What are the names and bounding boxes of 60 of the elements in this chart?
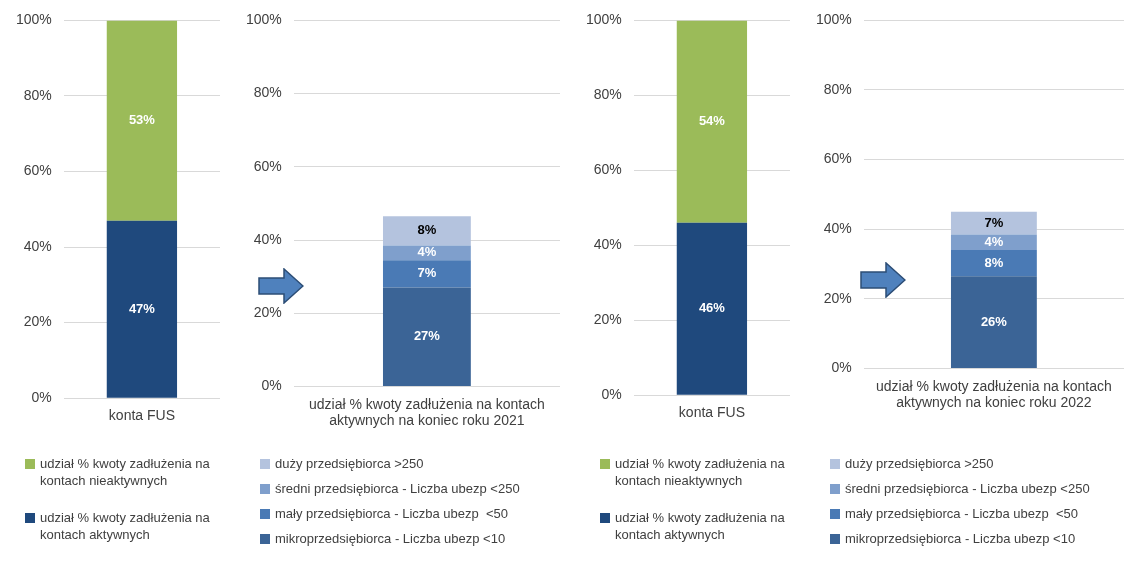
legend-label: duży przedsiębiorca >250 — [845, 455, 994, 472]
legend-label: mikroprzedsiębiorca - Liczba ubezp <10 — [275, 530, 506, 547]
y-tick-label: 80% — [23, 86, 52, 103]
data-label: 54% — [698, 113, 726, 129]
legend-label: udział % kwoty zadłużenia na kontach nieaktywnych — [615, 455, 786, 489]
x-tick-label: konta FUS — [108, 407, 175, 424]
y-tick-label: 60% — [23, 162, 52, 179]
data-label: 8% — [984, 254, 1004, 270]
y-tick-label: 20% — [253, 304, 282, 321]
data-label: 8% — [417, 222, 437, 238]
y-tick-label: 40% — [823, 220, 852, 237]
data-label: 4% — [984, 233, 1004, 249]
y-tick-label: 80% — [253, 84, 282, 101]
y-tick-label: 40% — [593, 236, 622, 253]
y-tick-label: 0% — [261, 377, 282, 394]
y-tick-label: 0% — [31, 389, 52, 406]
data-label: 7% — [984, 214, 1004, 230]
legend-label: duży przedsiębiorca >250 — [275, 455, 424, 472]
x-tick-label: konta FUS — [678, 404, 745, 421]
y-tick-label: 20% — [23, 313, 52, 330]
data-label: 53% — [128, 112, 156, 128]
legend-label: średni przedsiębiorca - Liczba ubezp <250 — [845, 480, 1090, 497]
bar — [382, 216, 471, 246]
y-tick-label: 20% — [593, 311, 622, 328]
bar — [382, 260, 471, 288]
data-label: 4% — [417, 244, 437, 260]
bar — [950, 234, 1037, 251]
legend-label: udział % kwoty zadłużenia na kontach aktywnych — [615, 509, 786, 543]
bar — [382, 245, 471, 261]
y-tick-label: 80% — [823, 80, 852, 97]
bar — [950, 211, 1037, 235]
y-tick-label: 0% — [831, 359, 852, 376]
legend-label: mały przedsiębiorca - Liczba ubezp <50 — [275, 505, 509, 522]
data-label: 27% — [413, 328, 441, 344]
y-tick-label: 60% — [253, 157, 282, 174]
x-tick-label: udział % kwoty zadłużenia na kontach aktywnych na koniec roku 2022 — [876, 377, 1112, 411]
legend-label: mikroprzedsiębiorca - Liczba ubezp <10 — [845, 530, 1076, 547]
bar — [382, 287, 471, 386]
data-label: 7% — [417, 265, 437, 281]
y-tick-label: 100% — [585, 11, 622, 28]
y-tick-label: 60% — [823, 150, 852, 167]
y-tick-label: 80% — [593, 86, 622, 103]
y-tick-label: 100% — [815, 11, 852, 28]
data-label: 47% — [128, 300, 156, 316]
y-tick-label: 40% — [253, 230, 282, 247]
bar — [950, 276, 1037, 368]
y-tick-label: 100% — [15, 11, 52, 28]
legend-label: średni przedsiębiorca - Liczba ubezp <250 — [275, 480, 520, 497]
data-label: 46% — [698, 300, 726, 316]
y-tick-label: 20% — [823, 289, 852, 306]
legend-label: udział % kwoty zadłużenia na kontach aktywnych — [40, 509, 211, 543]
y-tick-label: 60% — [593, 161, 622, 178]
bar — [950, 250, 1037, 277]
legend-label: udział % kwoty zadłużenia na kontach nieaktywnych — [40, 455, 211, 489]
data-label: 26% — [980, 313, 1008, 329]
y-tick-label: 40% — [23, 237, 52, 254]
x-tick-label: udział % kwoty zadłużenia na kontach aktywnych na koniec roku 2021 — [309, 395, 545, 429]
legend-label: mały przedsiębiorca - Liczba ubezp <50 — [845, 505, 1079, 522]
y-tick-label: 0% — [601, 386, 622, 403]
y-tick-label: 100% — [245, 11, 282, 28]
